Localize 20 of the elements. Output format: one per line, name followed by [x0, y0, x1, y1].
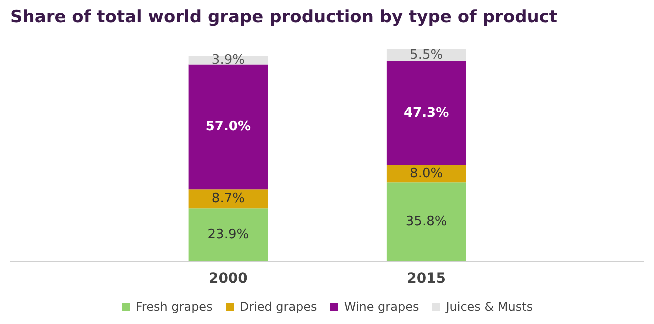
bar [386, 182, 466, 262]
bar [386, 61, 466, 166]
chart-title: Share of total world grape production by type of product [10, 8, 558, 28]
legend-label: Fresh grapes [136, 300, 213, 314]
x-tick-label: 2015 [407, 271, 446, 288]
data-label: 8.0% [410, 166, 444, 182]
legend-label: Juices & Musts [446, 300, 534, 314]
data-label: 5.5% [410, 48, 444, 63]
x-tick-label: 2000 [208, 271, 248, 288]
data-label: 23.9% [208, 227, 250, 242]
data-label: 8.7% [212, 192, 245, 207]
legend-label: Dried grapes [240, 300, 318, 314]
data-label: 47.3% [404, 106, 450, 121]
bar [188, 208, 268, 262]
data-label: 57.0% [206, 120, 251, 135]
legend-label: Wine grapes [344, 300, 420, 314]
data-label: 3.9% [212, 52, 245, 68]
bar [188, 64, 268, 190]
bar [188, 190, 268, 209]
data-label: 35.8% [406, 214, 448, 230]
